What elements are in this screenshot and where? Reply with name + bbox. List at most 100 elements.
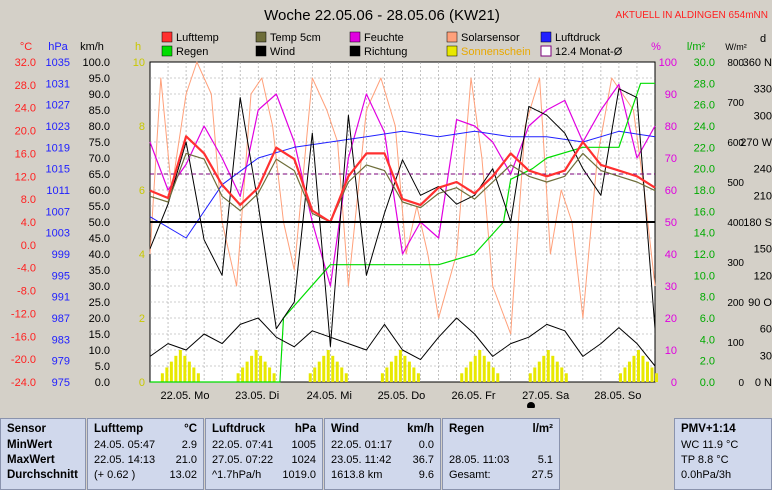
right-axes: 100908070605040302010030.028.026.024.022… [659, 57, 772, 389]
pressure-axis-tick: 987 [52, 313, 70, 325]
rain-axis-tick: 24.0 [694, 121, 715, 133]
temp-axis-tick: -20.0 [11, 354, 36, 366]
sunshine-bar [174, 355, 178, 382]
stats-regen-total-label: Gesamt: [449, 469, 491, 481]
stats-min-label: MinWert [7, 439, 53, 451]
stats-regen-max-time: 28.05. 11:03 [449, 454, 510, 466]
sunshine-bar [632, 355, 636, 382]
wind-axis-tick: 55.0 [89, 201, 110, 213]
x-tick-label: 28.05. So [594, 390, 641, 402]
humidity-axis-tick: 40 [665, 249, 677, 261]
sunshine-bar [618, 373, 622, 382]
legend-label-monat_avg: 12.4 Monat-Ø [555, 46, 623, 58]
stats-lufttemp-unit: °C [184, 423, 197, 435]
axis-unit-rain: l/m² [687, 41, 706, 53]
humidity-axis-tick: 70 [665, 153, 677, 165]
rain-axis-tick: 6.0 [700, 313, 715, 325]
wind-axis-tick: 60.0 [89, 185, 110, 197]
wind-axis-tick: 40.0 [89, 249, 110, 261]
rain-axis-tick: 10.0 [694, 270, 715, 282]
wh-axis-tick: 300 [727, 258, 744, 269]
sunshine-bar [250, 355, 254, 382]
stats-pmv-pressure-trend: 0.0hPa/3h [681, 469, 732, 481]
pressure-axis-tick: 1003 [46, 228, 70, 240]
wh-axis-tick: 200 [727, 298, 744, 309]
sunshine-axis-tick: 10 [133, 57, 145, 69]
temp-axis-tick: 24.0 [15, 103, 36, 115]
direction-axis-tick: 270 W [740, 137, 772, 149]
stats-regen-max-val: 5.1 [537, 454, 553, 466]
temp-axis-tick: 12.0 [15, 171, 36, 183]
sunshine-bar [331, 355, 335, 382]
stats-sensor-title: Sensor [7, 423, 46, 435]
stats-luftdruck-max-val: 1024 [291, 454, 316, 466]
stats-luftdruck-unit: hPa [294, 423, 316, 435]
stats-luftdruck-panel: Luftdruck hPa 22.05. 07:41 1005 27.05. 07:… [205, 418, 323, 490]
axis-unit-sunshine: h [135, 41, 141, 53]
sunshine-bar [650, 367, 654, 382]
legend-swatch-regen [161, 45, 173, 57]
x-tick-label: 24.05. Mi [307, 390, 352, 402]
sunshine-bar [496, 373, 500, 382]
series-solarsensor [149, 61, 656, 335]
pressure-axis-tick: 995 [52, 270, 70, 282]
sunshine-bar [654, 373, 658, 382]
sunshine-bar [564, 373, 568, 382]
stats-luftdruck-max-time: 27.05. 07:22 [212, 454, 274, 466]
rain-axis-tick: 0.0 [700, 377, 715, 389]
legend-label-feuchte: Feuchte [364, 32, 404, 44]
series-layer [149, 61, 658, 383]
rain-axis-tick: 4.0 [700, 334, 715, 346]
pressure-axis-tick: 991 [52, 292, 70, 304]
x-tick-label: 23.05. Di [235, 390, 279, 402]
axes-units: °C hPa km/h h% l/m² W/m² d [20, 33, 766, 53]
wh-axis-tick: 100 [727, 338, 744, 349]
pressure-axis-tick: 1015 [46, 164, 70, 176]
sunshine-bar [560, 367, 564, 382]
humidity-axis-tick: 60 [665, 185, 677, 197]
legend-swatch-solarsensor [446, 31, 458, 43]
left-axes: 32.028.024.020.016.012.08.04.00.0-4.0-8.… [11, 57, 145, 389]
stats-luftdruck-min-val: 1005 [291, 439, 316, 451]
wh-axis-tick: 500 [727, 178, 744, 189]
wind-axis-tick: 5.0 [95, 361, 110, 373]
wh-axis-tick: 800 [727, 58, 744, 69]
legend-swatch-feuchte [349, 31, 361, 43]
sunshine-bar [178, 350, 182, 382]
rain-axis-tick: 26.0 [694, 100, 715, 112]
wind-axis-tick: 30.0 [89, 281, 110, 293]
sunshine-bar [537, 361, 541, 382]
stats-avg-label: Durchschnitt [7, 469, 78, 481]
legend-swatch-wind [255, 45, 267, 57]
sunshine-bar [241, 367, 245, 382]
humidity-axis-tick: 80 [665, 121, 677, 133]
sunshine-bar [344, 373, 348, 382]
sunshine-bar [546, 350, 550, 382]
sunshine-bar [263, 361, 267, 382]
sunshine-bar [487, 361, 491, 382]
stats-pmv-dewpoint: TP 8.8 °C [681, 454, 729, 466]
sunshine-bar [403, 355, 407, 382]
wind-axis-tick: 0.0 [95, 377, 110, 389]
series-lufttemp [149, 135, 656, 224]
sunshine-bar [482, 355, 486, 382]
series-feuchte [149, 83, 656, 287]
humidity-axis-tick: 50 [665, 217, 677, 229]
direction-axis-tick: 360 N [743, 57, 772, 69]
stats-wind-max-val: 36.7 [412, 454, 434, 466]
stats-regen-total-val: 27.5 [531, 469, 553, 481]
temp-axis-tick: -16.0 [11, 331, 36, 343]
rain-axis-tick: 20.0 [694, 164, 715, 176]
wind-axis-tick: 80.0 [89, 121, 110, 133]
stats-pmv-panel: PMV+1:14 WC 11.9 °C TP 8.8 °C 0.0hPa/3h [674, 418, 772, 490]
temp-axis-tick: 32.0 [15, 57, 36, 69]
pressure-axis-tick: 1019 [46, 142, 70, 154]
stats-luftdruck-avg-val: 1019.0 [282, 469, 316, 481]
sunshine-bar [460, 373, 464, 382]
direction-axis-tick: 150 [754, 244, 772, 256]
weather-chart: Woche 22.05.06 - 28.05.06 (KW21) AKTUELL… [11, 7, 772, 408]
stats-lufttemp-max-val: 21.0 [175, 454, 197, 466]
sunshine-bar [192, 367, 196, 382]
chart-title: Woche 22.05.06 - 28.05.06 (KW21) [264, 7, 500, 24]
stats-lufttemp-avg-val: 13.02 [169, 469, 197, 481]
